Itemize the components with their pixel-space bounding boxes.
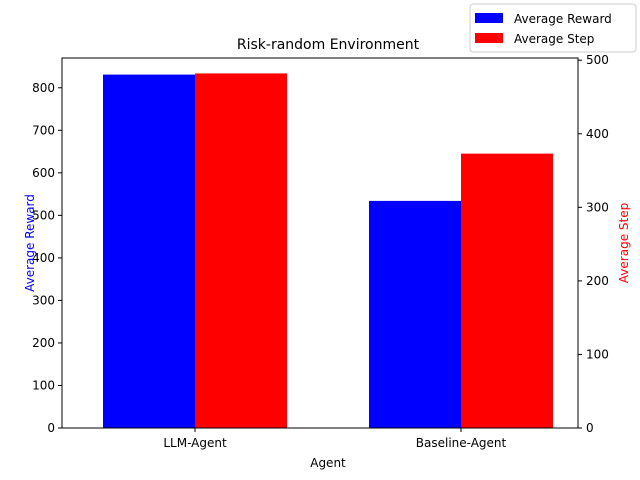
- right-axis: 0 100 200 300 400 500: [578, 53, 609, 435]
- legend-label: Average Reward: [514, 12, 612, 26]
- left-axis: 0 100 200 300 400 500 600 700 800: [32, 81, 62, 435]
- bar-average-step-llm-agent: [195, 73, 287, 428]
- y-right-tick-label: 300: [586, 200, 609, 214]
- x-tick-label: LLM-Agent: [163, 436, 227, 450]
- legend: Average Reward Average Step: [469, 3, 637, 53]
- legend-label: Average Step: [514, 32, 594, 46]
- bar-average-reward-baseline-agent: [369, 200, 461, 428]
- bar-average-step-baseline-agent: [461, 153, 553, 429]
- y-right-tick-label: 200: [586, 274, 609, 288]
- y-left-tick-label: 700: [32, 123, 55, 137]
- legend-items: Average Reward Average Step: [475, 12, 612, 46]
- bar-average-reward-llm-agent: [103, 74, 195, 428]
- y-left-tick-label: 0: [47, 421, 55, 435]
- bars-layer: [103, 73, 553, 429]
- legend-swatch: [475, 13, 503, 23]
- y-left-tick-label: 100: [32, 378, 55, 392]
- y-left-tick-label: 500: [32, 208, 55, 222]
- y-axis-left-label: Average Reward: [23, 194, 37, 292]
- y-left-tick-label: 200: [32, 336, 55, 350]
- y-left-tick-label: 800: [32, 81, 55, 95]
- chart-title: Risk-random Environment: [237, 37, 420, 53]
- y-axis-right-label: Average Step: [617, 203, 631, 283]
- y-left-tick-label: 300: [32, 293, 55, 307]
- y-left-tick-label: 600: [32, 166, 55, 180]
- y-right-tick-label: 100: [586, 347, 609, 361]
- y-right-tick-label: 0: [586, 421, 594, 435]
- x-axis: LLM-Agent Baseline-Agent: [163, 428, 507, 450]
- x-axis-label: Agent: [310, 456, 346, 470]
- legend-frame: [469, 3, 637, 53]
- legend-swatch: [475, 33, 503, 43]
- y-left-tick-label: 400: [32, 251, 55, 265]
- y-right-tick-label: 500: [586, 53, 609, 67]
- plot-frame: [61, 57, 579, 429]
- y-right-tick-label: 400: [586, 127, 609, 141]
- x-tick-label: Baseline-Agent: [416, 436, 507, 450]
